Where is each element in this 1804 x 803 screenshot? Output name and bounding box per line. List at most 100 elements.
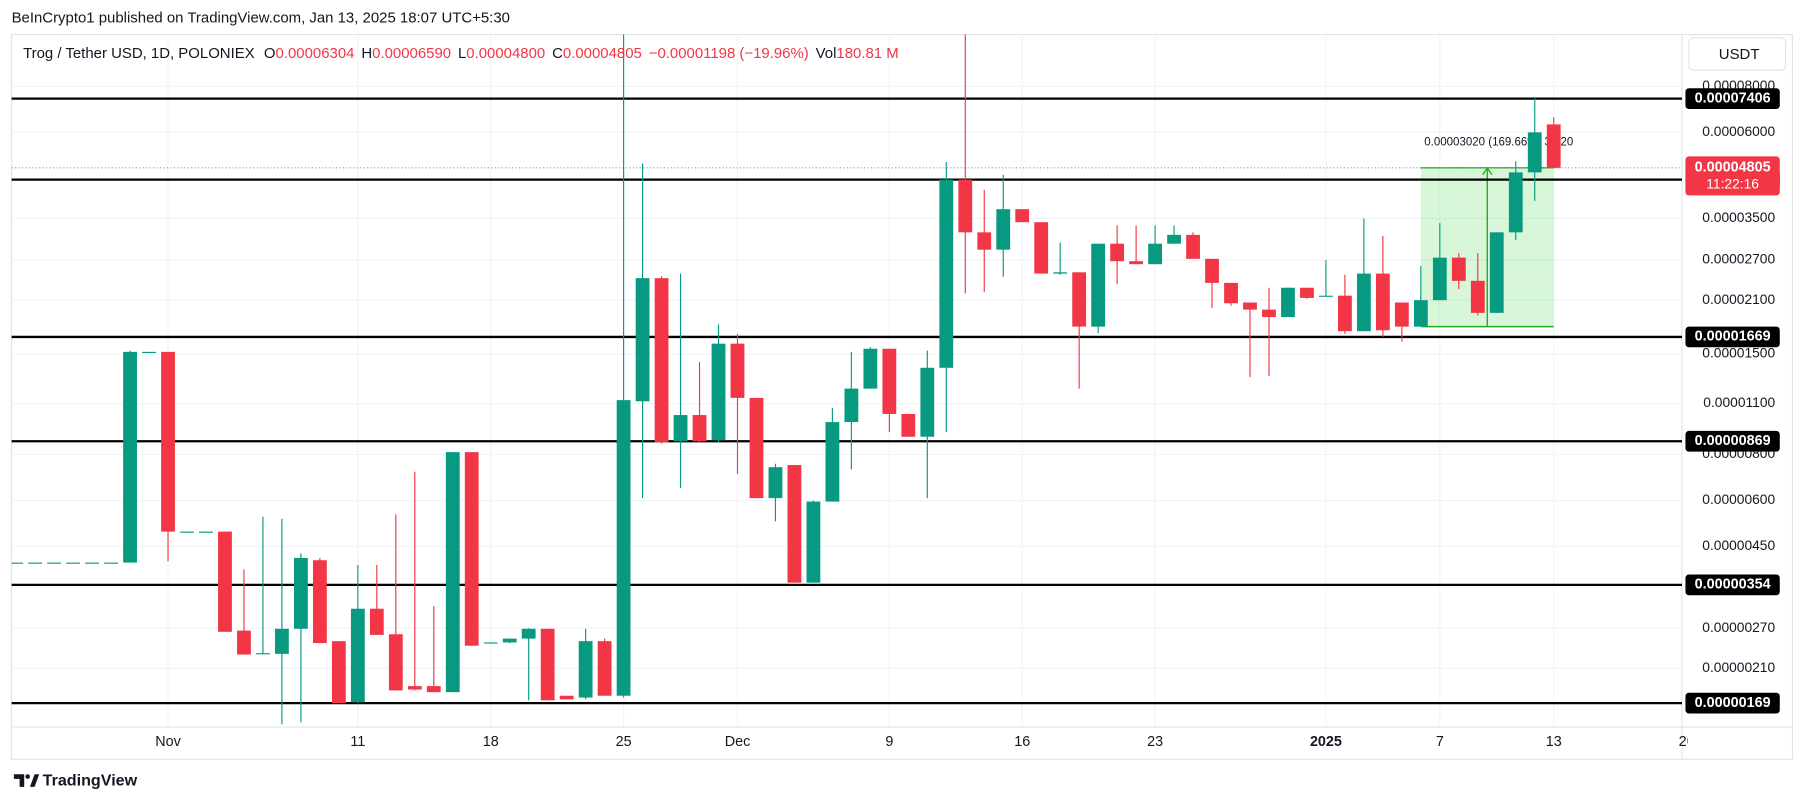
plot-area: 0.00003020 (169.66%) 3,020 — [11, 34, 1682, 725]
y-tick-label: 0.00001100 — [1703, 395, 1775, 410]
candle-body — [350, 608, 365, 703]
candle-body — [1281, 287, 1295, 318]
candle-body — [1224, 282, 1238, 304]
candle-body — [388, 634, 403, 691]
candle-body — [1527, 132, 1542, 173]
publisher-line: BeInCrypto1 published on TradingView.com… — [12, 9, 510, 26]
candle-body — [199, 531, 213, 533]
candle-body — [768, 467, 783, 499]
x-tick-label: 20 — [1679, 734, 1695, 750]
candle-body — [882, 348, 897, 414]
high-label: H — [361, 45, 372, 62]
candle-body — [1338, 295, 1352, 332]
candle-body — [85, 562, 99, 564]
y-tick-label: 0.00000450 — [1702, 538, 1775, 553]
candle-body — [806, 501, 821, 583]
candle-body — [1129, 261, 1144, 265]
x-tick-label: 25 — [616, 734, 632, 750]
x-tick-label: Nov — [155, 734, 181, 750]
candle-body — [312, 560, 327, 644]
candle-body — [540, 628, 555, 701]
candle-body — [426, 686, 441, 693]
candle-body — [1091, 243, 1106, 327]
price-labels: 0.000074060.000044640.000016690.00000869… — [1685, 88, 1780, 714]
last-price-label: 0.00004805 — [1695, 160, 1771, 176]
candle-body — [692, 415, 707, 442]
level-label-box — [1685, 326, 1780, 348]
x-tick-label: 7 — [1436, 734, 1444, 750]
candle-body — [597, 641, 612, 696]
candle-body — [369, 608, 384, 635]
low-label: L — [458, 45, 466, 62]
candle-body — [863, 348, 878, 389]
volume-value: 180.81 M — [836, 45, 898, 62]
candle-body — [445, 452, 460, 693]
y-tick-label: 0.00002700 — [1702, 252, 1775, 267]
x-tick-label: 9 — [885, 734, 893, 750]
candle-body — [502, 638, 517, 643]
y-tick-label: 0.00006000 — [1702, 124, 1775, 139]
y-tick-label: 0.00003500 — [1702, 210, 1775, 225]
candle-body — [1394, 302, 1409, 327]
y-tick-label: 0.00001500 — [1702, 346, 1775, 361]
candle-body — [996, 209, 1011, 250]
last-price-box — [1685, 156, 1780, 196]
open-label: O — [264, 45, 276, 62]
currency-button[interactable] — [1688, 37, 1787, 71]
candle-body — [711, 343, 726, 441]
level-label: 0.00000169 — [1695, 695, 1771, 711]
level-label-box — [1685, 430, 1780, 452]
candle-body — [673, 415, 688, 442]
level-label: 0.00000869 — [1695, 433, 1771, 449]
candle-body — [1053, 272, 1068, 274]
candle-body — [958, 179, 973, 233]
y-tick-label: 0.00000270 — [1702, 620, 1775, 635]
candle-body — [237, 630, 251, 655]
logo-mark — [13, 774, 25, 787]
candle-body — [218, 531, 232, 632]
candle-body — [1432, 257, 1447, 301]
candle-body — [66, 562, 81, 564]
chart-frame — [10, 33, 1794, 760]
candle-body — [256, 653, 270, 655]
measure-arrow-head — [1482, 166, 1493, 176]
candle-body — [1451, 257, 1466, 281]
candle-body — [635, 278, 650, 402]
brand-logo: TradingView — [13, 771, 138, 789]
candle-body — [920, 367, 935, 437]
candle-body — [1205, 258, 1219, 283]
level-label-box — [1685, 88, 1780, 109]
candle-body — [1186, 234, 1200, 259]
y-tick-label: 0.00000210 — [1702, 660, 1775, 675]
candle-body — [1167, 234, 1181, 244]
candle-body — [787, 465, 802, 583]
candle-body — [1243, 302, 1257, 310]
candle-body — [1110, 243, 1125, 262]
open-value: 0.00006304 — [276, 45, 355, 62]
x-tick-label: 16 — [1014, 734, 1030, 750]
candle-body — [1148, 243, 1162, 265]
candle-body — [654, 278, 669, 443]
logo-dot — [25, 774, 30, 779]
x-tick-label: 11 — [350, 734, 365, 750]
candle-body — [1508, 172, 1523, 233]
currency-label[interactable]: USDT — [1719, 46, 1760, 63]
x-tick-label: Dec — [725, 734, 751, 750]
candle-body — [1489, 232, 1504, 313]
x-tick-label: 18 — [483, 734, 499, 750]
close-value: 0.00004805 — [563, 45, 642, 62]
candle-body — [901, 413, 916, 437]
candle-body — [1319, 295, 1333, 297]
candle-body — [825, 422, 840, 502]
candle-body — [104, 562, 118, 564]
x-tick-label: 2025 — [1310, 734, 1342, 750]
candle-body — [28, 562, 43, 564]
candle-body — [464, 452, 479, 646]
grid — [11, 34, 1682, 728]
candle-body — [1546, 124, 1561, 168]
candle-body — [47, 562, 62, 564]
symbol-legend: Trog / Tether USD, 1D, POLONIEX O0.000063… — [23, 45, 899, 62]
candle-body — [1470, 280, 1485, 313]
candle-body — [407, 686, 422, 690]
x-tick-label: 23 — [1147, 734, 1163, 750]
